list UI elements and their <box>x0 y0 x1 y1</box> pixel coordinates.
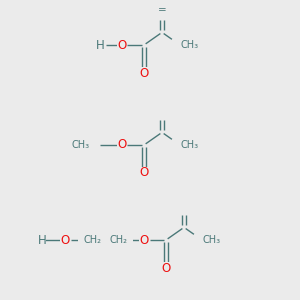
Text: =: = <box>158 5 166 15</box>
Text: O: O <box>117 139 127 152</box>
Text: O: O <box>140 233 148 247</box>
Text: CH₂: CH₂ <box>110 235 128 245</box>
Text: O: O <box>140 67 148 80</box>
Text: CH₃: CH₃ <box>202 235 220 245</box>
Text: CH₂: CH₂ <box>83 235 101 245</box>
Text: CH₃: CH₃ <box>72 140 90 150</box>
Text: =: = <box>158 9 166 18</box>
Text: H: H <box>38 233 46 247</box>
Text: O: O <box>117 38 127 52</box>
Text: CH₃: CH₃ <box>180 40 198 50</box>
Text: O: O <box>60 233 70 247</box>
Text: O: O <box>140 167 148 179</box>
Text: H: H <box>96 38 104 52</box>
Text: CH₃: CH₃ <box>180 140 198 150</box>
Text: /: / <box>178 38 182 52</box>
Text: O: O <box>161 262 171 275</box>
